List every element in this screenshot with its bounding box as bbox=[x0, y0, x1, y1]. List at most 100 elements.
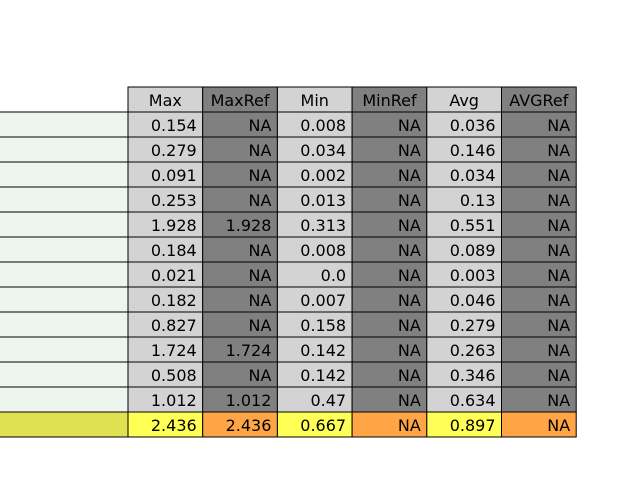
table-cell-value: NA bbox=[547, 116, 570, 135]
table-cell-value: NA bbox=[398, 116, 421, 135]
table-cell bbox=[426, 136, 502, 163]
table-cell bbox=[351, 161, 428, 188]
row-label-cell bbox=[0, 186, 129, 213]
table-cell bbox=[276, 411, 353, 438]
table-cell bbox=[351, 136, 428, 163]
row-label-cell bbox=[0, 111, 129, 138]
table-cell bbox=[351, 211, 428, 238]
table-cell-value: 0.003 bbox=[450, 266, 496, 285]
table-cell-value: 0.158 bbox=[300, 316, 346, 335]
row-label-cell bbox=[0, 136, 129, 163]
table-cell-value: 0.346 bbox=[450, 366, 496, 385]
table-cell bbox=[127, 211, 204, 238]
table-cell bbox=[351, 286, 428, 313]
table-cell-value: 0.013 bbox=[300, 191, 346, 210]
table-cell bbox=[276, 311, 353, 338]
table-cell-value: 1.928 bbox=[226, 216, 272, 235]
table-cell-value: NA bbox=[248, 316, 271, 335]
column-header-label: Min bbox=[301, 91, 329, 110]
table-cell-value: NA bbox=[248, 366, 271, 385]
table-cell-value: 1.724 bbox=[151, 341, 197, 360]
table-cells bbox=[0, 86, 577, 438]
table-cell-value: 0.279 bbox=[151, 141, 197, 160]
table-cell-value: 0.008 bbox=[300, 241, 346, 260]
column-header-label: Max bbox=[149, 91, 182, 110]
table-cell-value: 0.021 bbox=[151, 266, 197, 285]
table-cell-value: NA bbox=[547, 416, 570, 435]
table-cell-value: 0.47 bbox=[310, 391, 346, 410]
row-label-cell bbox=[0, 261, 129, 288]
table-cell-value: NA bbox=[398, 416, 421, 435]
table-cell-value: 0.036 bbox=[450, 116, 496, 135]
table-cell-value: NA bbox=[547, 266, 570, 285]
table-cell-value: 0.551 bbox=[450, 216, 496, 235]
table-cell-value: NA bbox=[547, 166, 570, 185]
row-label-cell bbox=[0, 386, 129, 413]
table-cell-value: 0.182 bbox=[151, 291, 197, 310]
table-text: Max MaxRef Min MinRef Avg AVGRef 0.154 NA 0.008 N… bbox=[149, 91, 570, 435]
table-cell-value: NA bbox=[547, 216, 570, 235]
table-cell-value: NA bbox=[547, 366, 570, 385]
table-cell-value: NA bbox=[248, 291, 271, 310]
table-cell-value: NA bbox=[248, 116, 271, 135]
table-cell bbox=[202, 186, 278, 213]
table-cell-value: 0.13 bbox=[460, 191, 496, 210]
table-cell-value: NA bbox=[248, 166, 271, 185]
row-label-cell bbox=[0, 236, 129, 263]
table-cell-value: 0.008 bbox=[300, 116, 346, 135]
table-cell-value: NA bbox=[398, 241, 421, 260]
column-header-label: Avg bbox=[449, 91, 479, 110]
table-cell-value: NA bbox=[398, 166, 421, 185]
table-cell bbox=[501, 136, 577, 163]
table-cell bbox=[501, 386, 577, 413]
table-cell bbox=[351, 111, 428, 138]
table-cell-value: NA bbox=[398, 141, 421, 160]
table-cell-value: 1.928 bbox=[151, 216, 197, 235]
table-cell bbox=[127, 361, 204, 388]
column-header-cell bbox=[501, 86, 577, 113]
row-label-cell bbox=[0, 411, 129, 438]
table-cell-value: NA bbox=[398, 191, 421, 210]
table-cell-value: 0.667 bbox=[300, 416, 346, 435]
table-cell bbox=[501, 161, 577, 188]
column-header-cell bbox=[127, 86, 204, 113]
table-cell-value: 0.279 bbox=[450, 316, 496, 335]
table-cell-value: NA bbox=[248, 191, 271, 210]
table-cell-value: 2.436 bbox=[226, 416, 272, 435]
table-cell-value: 0.0 bbox=[321, 266, 346, 285]
table-cell-value: NA bbox=[398, 391, 421, 410]
table-cell-value: 0.184 bbox=[151, 241, 197, 260]
column-header-cell bbox=[202, 86, 278, 113]
table-cell-value: 1.724 bbox=[226, 341, 272, 360]
table-cell-value: 0.142 bbox=[300, 366, 346, 385]
table-cell bbox=[202, 336, 278, 363]
table-cell bbox=[276, 211, 353, 238]
table-cell bbox=[501, 236, 577, 263]
table-cell-value: 0.897 bbox=[450, 416, 496, 435]
table-cell-value: NA bbox=[398, 216, 421, 235]
table-cell-value: NA bbox=[398, 266, 421, 285]
table-cell bbox=[426, 261, 502, 288]
table-cell-value: NA bbox=[398, 341, 421, 360]
table-cell-value: NA bbox=[547, 341, 570, 360]
table-cell-value: NA bbox=[248, 241, 271, 260]
table-cell bbox=[202, 361, 278, 388]
table-cell bbox=[351, 361, 428, 388]
table-cell-value: 0.634 bbox=[450, 391, 496, 410]
table-cell bbox=[351, 336, 428, 363]
table-cell-value: 0.089 bbox=[450, 241, 496, 260]
table-cell-value: 0.827 bbox=[151, 316, 197, 335]
table-cell bbox=[426, 361, 502, 388]
table-cell-value: 0.007 bbox=[300, 291, 346, 310]
table-cell bbox=[276, 111, 353, 138]
table-cell bbox=[202, 161, 278, 188]
row-label-cell bbox=[0, 361, 129, 388]
table-cell-value: NA bbox=[398, 291, 421, 310]
table-cell-value: NA bbox=[547, 191, 570, 210]
table-cell-value: 0.046 bbox=[450, 291, 496, 310]
table-cell-value: 0.154 bbox=[151, 116, 197, 135]
table-cell bbox=[202, 136, 278, 163]
table-cell bbox=[501, 286, 577, 313]
table-cell-value: 0.508 bbox=[151, 366, 197, 385]
